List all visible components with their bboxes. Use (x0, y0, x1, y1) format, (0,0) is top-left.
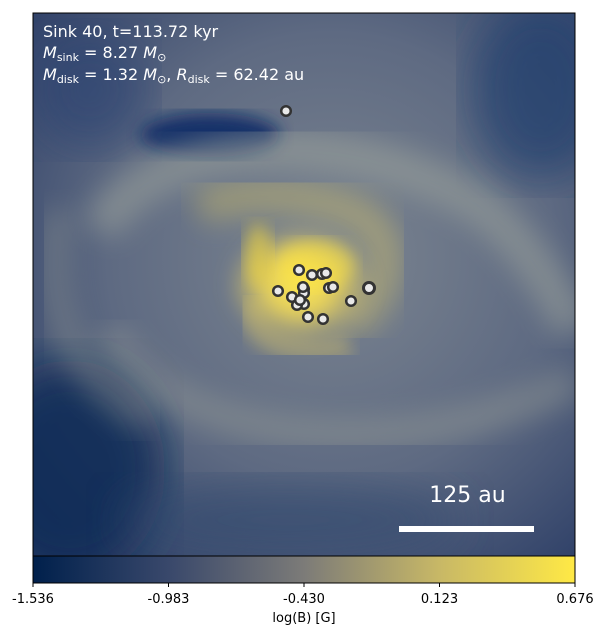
sink-marker (316, 312, 330, 326)
sink-subscript: sink (56, 51, 79, 64)
scale-bar-label: 125 au (429, 483, 506, 508)
sink-marker (292, 263, 306, 277)
sink-marker (293, 293, 307, 307)
colorbar (32, 555, 576, 584)
disk-mass-symbol: M (43, 65, 57, 84)
radius-symbol: R (176, 65, 188, 84)
colorbar-tick-3: 0.123 (420, 592, 459, 607)
solar-subscript: ⊙ (157, 51, 167, 64)
colorbar-label: log(B) [G] (272, 611, 336, 626)
solar-mass-symbol: M (143, 43, 158, 62)
mass-symbol: M (43, 43, 57, 62)
colorbar-tick-0: -1.536 (12, 592, 54, 607)
sink-markers (271, 104, 376, 326)
disk-solar-symbol: M (143, 65, 158, 84)
sink-mass-value: = 8.27 (84, 43, 139, 62)
sink-title: Sink 40, t=113.72 kyr (43, 22, 219, 41)
disk-mass-value: = 1.32 (84, 65, 139, 84)
disk-label: Mdisk = 1.32 M⊙, Rdisk = 62.42 au (43, 65, 305, 86)
sink-marker (362, 281, 376, 295)
sink-marker (296, 280, 310, 294)
sink-marker (305, 268, 319, 282)
sink-marker (326, 280, 340, 294)
scale-bar (399, 526, 534, 532)
disk-subscript: disk (56, 73, 79, 86)
disk-solar-subscript: ⊙ (157, 73, 167, 86)
sink-marker (279, 104, 293, 118)
radius-subscript: disk (187, 73, 210, 86)
colorbar-tick-4: 0.676 (556, 592, 594, 607)
sink-marker (319, 266, 333, 280)
sink-marker (301, 310, 315, 324)
magnetic-field-map (33, 13, 575, 556)
sink-marker (271, 284, 285, 298)
disk-radius-value: = 62.42 au (214, 65, 305, 84)
colorbar-tick-1: -0.983 (147, 592, 190, 607)
sink-mass-label: Msink = 8.27 M⊙ (43, 42, 166, 68)
colorbar-tick-2: -0.430 (283, 592, 325, 607)
colorbar-ticks (32, 583, 576, 587)
sink-marker (344, 294, 358, 308)
